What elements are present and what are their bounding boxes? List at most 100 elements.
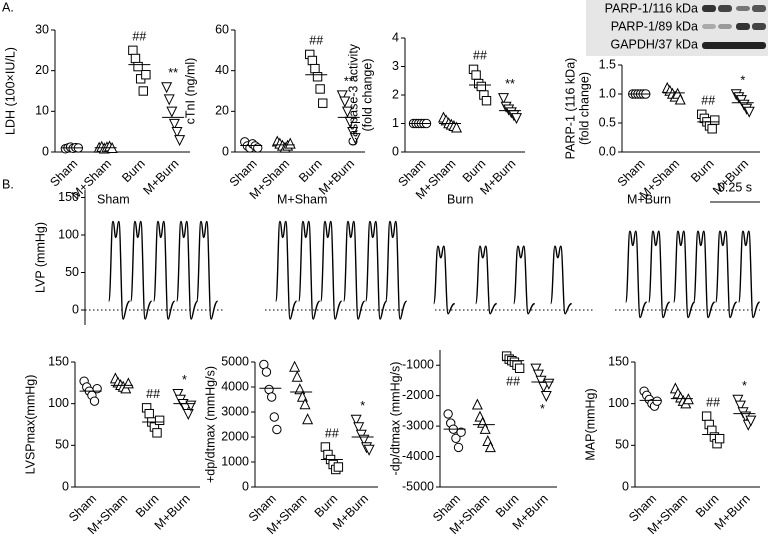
western-blot xyxy=(586,0,768,56)
data-point xyxy=(310,63,320,74)
y-axis-label: cTnI (ng/ml) xyxy=(183,58,197,125)
data-point xyxy=(349,133,361,145)
data-point xyxy=(732,394,744,406)
y-tick-label: 0 xyxy=(622,479,629,493)
data-point xyxy=(312,72,323,82)
y-tick-label: -5000 xyxy=(402,479,434,493)
band xyxy=(736,6,750,11)
y-axis-label: +dp/dtmax (mmHg/s) xyxy=(203,366,217,483)
y-tick-label: 5000 xyxy=(221,354,249,368)
data-point xyxy=(743,106,755,118)
data-point xyxy=(172,388,184,400)
data-point xyxy=(266,392,277,402)
data-point xyxy=(456,427,466,437)
y-tick-label: 100 xyxy=(58,227,79,241)
significance-label: ## xyxy=(473,49,487,63)
band xyxy=(752,23,766,30)
blot-label: PARP-1/89 kDa xyxy=(611,19,698,33)
data-point xyxy=(510,113,523,125)
y-tick-label: 50 xyxy=(65,265,79,279)
data-point xyxy=(163,94,175,106)
significance-label: ** xyxy=(344,74,354,88)
trace-title: M+Burn xyxy=(627,192,671,206)
significance-label: ** xyxy=(505,77,515,91)
data-point xyxy=(532,369,544,381)
data-point xyxy=(269,412,279,422)
data-point xyxy=(284,137,296,149)
x-tick-label: Burn xyxy=(296,157,325,186)
data-point xyxy=(540,390,552,402)
y-tick-label: 150 xyxy=(58,190,79,204)
y-tick-label: -4000 xyxy=(402,449,434,463)
band xyxy=(752,5,766,12)
band xyxy=(718,5,732,12)
y-axis-label: Caspase-3 activity xyxy=(346,43,360,146)
significance-label: * xyxy=(182,373,187,387)
data-point xyxy=(745,415,757,427)
data-point xyxy=(347,126,359,138)
data-point xyxy=(144,408,154,419)
data-point xyxy=(339,96,351,108)
panel-label: B. xyxy=(2,177,14,191)
data-point xyxy=(161,82,173,94)
x-tick-label: M+Burn xyxy=(140,157,181,198)
data-point xyxy=(152,428,162,438)
band xyxy=(736,23,750,30)
data-point xyxy=(128,45,138,56)
trace-title: Burn xyxy=(447,192,473,206)
y-tick-label: 20 xyxy=(35,63,49,77)
y-tick-label: 0 xyxy=(392,144,399,158)
band xyxy=(702,24,716,29)
data-point xyxy=(89,396,100,406)
y-axis-label: LVSPmax(mmHg) xyxy=(23,375,37,475)
data-point xyxy=(514,363,525,373)
data-point xyxy=(171,126,183,138)
x-tick-label: Burn xyxy=(119,157,148,186)
y-tick-label: 3000 xyxy=(221,404,249,418)
y-tick-label: 3 xyxy=(392,59,399,73)
x-tick-label: Burn xyxy=(688,157,717,186)
data-point xyxy=(476,81,487,92)
pressure-beat xyxy=(385,220,408,320)
y-tick-label: 100 xyxy=(608,396,629,410)
data-point xyxy=(138,86,148,96)
band xyxy=(702,5,716,12)
y-tick-label: 0.5 xyxy=(599,115,616,129)
y-tick-label: 2 xyxy=(392,87,399,101)
pressure-beat xyxy=(475,245,497,315)
significance-label: ## xyxy=(701,94,715,108)
y-tick-label: 40 xyxy=(215,63,229,77)
data-point xyxy=(122,377,134,389)
data-point xyxy=(450,121,463,133)
significance-label: * xyxy=(740,73,745,87)
significance-label: * xyxy=(742,379,747,393)
band xyxy=(718,24,732,29)
y-tick-label: 30 xyxy=(35,22,49,36)
data-point xyxy=(307,55,318,66)
data-point xyxy=(453,442,464,453)
y-tick-label: -1000 xyxy=(402,358,434,372)
data-point xyxy=(166,106,178,118)
pressure-beat xyxy=(343,220,366,320)
data-point xyxy=(291,370,303,382)
data-point xyxy=(333,462,344,472)
panel-label: A. xyxy=(2,0,14,14)
y-axis-label: PARP-1 (116 kDa) xyxy=(563,58,577,160)
pressure-beat xyxy=(673,230,696,319)
data-point xyxy=(336,90,348,102)
data-point xyxy=(652,396,662,406)
y-axis-label: LVP (mmHg) xyxy=(33,222,47,293)
data-point xyxy=(714,433,725,444)
y-axis-label: LDH (100×IU/L) xyxy=(3,47,17,135)
data-point xyxy=(363,444,375,456)
data-point xyxy=(289,360,301,372)
pressure-beat xyxy=(648,230,671,319)
data-point xyxy=(471,398,483,410)
y-tick-label: 0.0 xyxy=(599,144,616,158)
significance-label: ## xyxy=(325,426,339,440)
x-tick-label: M+Burn xyxy=(712,492,753,533)
pressure-beat xyxy=(433,245,455,315)
y-tick-label: 1.5 xyxy=(599,57,616,71)
y-tick-label: 0 xyxy=(42,144,49,158)
